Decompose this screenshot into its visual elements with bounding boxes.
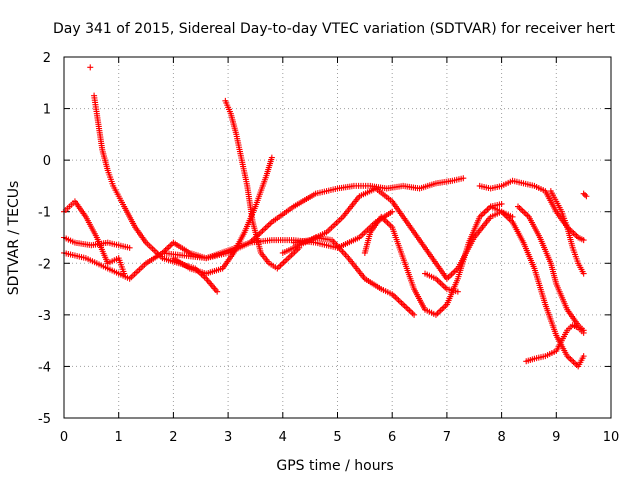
data-point-marker <box>454 288 461 295</box>
data-point-marker <box>389 208 396 215</box>
x-tick-label: 0 <box>60 430 68 445</box>
x-tick-label: 1 <box>115 430 123 445</box>
data-point-marker <box>509 213 516 220</box>
y-tick-label: -3 <box>38 309 51 324</box>
data-point-marker <box>268 154 275 161</box>
grid-layer <box>63 56 612 419</box>
data-point-marker <box>411 311 418 318</box>
x-tick-label: 9 <box>552 430 560 445</box>
data-point-marker <box>214 288 221 295</box>
data-point-marker <box>498 200 505 207</box>
series-trace-o <box>515 203 587 334</box>
data-point-marker <box>580 270 587 277</box>
y-tick-label: -1 <box>38 206 51 221</box>
x-tick-label: 2 <box>169 430 177 445</box>
series-trace-f <box>222 97 303 272</box>
data-point-marker <box>460 175 467 182</box>
series-trace-h <box>159 175 467 262</box>
y-tick-label: 2 <box>43 51 51 66</box>
series-trace-g <box>170 154 275 277</box>
data-point-marker <box>580 237 587 244</box>
series-trace-p <box>523 322 587 365</box>
data-point-marker <box>583 193 590 200</box>
x-axis-label: GPS time / hours <box>276 458 393 474</box>
x-tick-label: 6 <box>388 430 396 445</box>
y-tick-label: 0 <box>43 154 51 169</box>
series-trace-b <box>87 64 94 71</box>
x-tick-label: 7 <box>443 430 451 445</box>
data-point-marker <box>582 191 589 198</box>
chart-title: Day 341 of 2015, Sidereal Day-to-day VTE… <box>53 21 615 37</box>
data-point-marker <box>580 353 587 360</box>
series-trace-d <box>61 234 133 251</box>
x-tick-label: 5 <box>333 430 341 445</box>
x-tick-label: 4 <box>279 430 287 445</box>
y-tick-label: -5 <box>38 412 51 427</box>
series-trace-q <box>547 188 587 277</box>
x-tick-label: 3 <box>224 430 232 445</box>
series-trace-n <box>487 203 587 370</box>
data-point-marker <box>126 244 133 251</box>
plot-frame <box>63 56 612 419</box>
series-trace-j <box>290 185 516 282</box>
data-point-marker <box>580 329 587 336</box>
series-trace-i <box>279 234 418 318</box>
y-axis-label: SDTVAR / TECUs <box>6 181 22 296</box>
series-trace-l <box>422 270 461 295</box>
series-trace-c <box>91 92 221 295</box>
y-tick-label: -4 <box>38 360 51 375</box>
y-tick-label: -2 <box>38 257 51 272</box>
x-tick-label: 8 <box>497 430 505 445</box>
data-point-marker <box>580 190 587 197</box>
data-points-layer <box>61 64 590 370</box>
y-tick-label: 1 <box>43 103 51 118</box>
data-point-marker <box>87 64 94 71</box>
x-tick-label: 10 <box>603 430 620 445</box>
series-trace-r <box>580 190 590 200</box>
